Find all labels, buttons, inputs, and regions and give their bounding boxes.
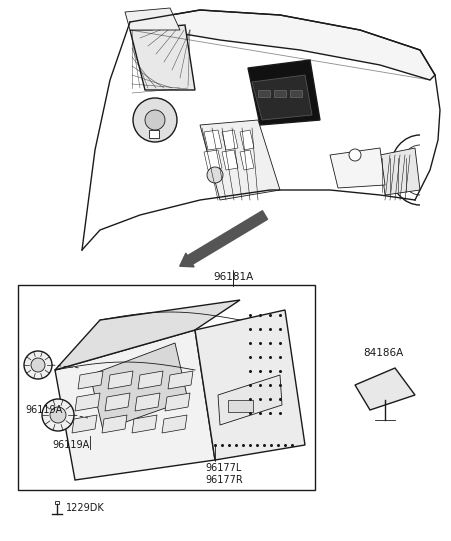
- Polygon shape: [240, 150, 254, 170]
- Polygon shape: [222, 130, 238, 150]
- Polygon shape: [204, 150, 222, 170]
- Polygon shape: [355, 368, 415, 410]
- Polygon shape: [135, 393, 160, 411]
- Polygon shape: [200, 120, 280, 200]
- Polygon shape: [78, 371, 103, 389]
- Polygon shape: [130, 10, 435, 80]
- Polygon shape: [90, 343, 188, 430]
- FancyArrow shape: [179, 210, 267, 267]
- Bar: [228, 400, 253, 412]
- Text: 1229DK: 1229DK: [66, 503, 105, 513]
- Polygon shape: [130, 25, 195, 90]
- Polygon shape: [252, 75, 312, 120]
- Polygon shape: [75, 393, 100, 411]
- Polygon shape: [138, 371, 163, 389]
- Circle shape: [207, 167, 223, 183]
- Text: 84186A: 84186A: [363, 348, 403, 358]
- Polygon shape: [240, 130, 254, 150]
- Circle shape: [24, 351, 52, 379]
- Polygon shape: [195, 310, 305, 460]
- Text: 96177R: 96177R: [205, 475, 243, 485]
- Polygon shape: [125, 8, 180, 30]
- Circle shape: [50, 407, 66, 423]
- Bar: [18, 285, 315, 490]
- Text: 96119A: 96119A: [25, 405, 62, 415]
- Polygon shape: [330, 148, 385, 188]
- Polygon shape: [204, 130, 222, 150]
- Bar: [149, 130, 159, 138]
- Circle shape: [133, 98, 177, 142]
- Circle shape: [42, 399, 74, 431]
- Polygon shape: [248, 60, 320, 125]
- Polygon shape: [105, 393, 130, 411]
- Bar: [274, 90, 286, 97]
- Polygon shape: [162, 415, 187, 433]
- Circle shape: [31, 358, 45, 372]
- Polygon shape: [218, 375, 282, 425]
- Circle shape: [145, 110, 165, 130]
- Polygon shape: [222, 150, 238, 170]
- Polygon shape: [132, 415, 157, 433]
- Polygon shape: [55, 300, 240, 370]
- Text: 96181A: 96181A: [213, 272, 253, 282]
- Text: 96119A: 96119A: [52, 440, 89, 450]
- Polygon shape: [380, 148, 420, 195]
- Polygon shape: [108, 371, 133, 389]
- Bar: [290, 90, 302, 97]
- Polygon shape: [72, 415, 97, 433]
- Bar: [55, 501, 59, 504]
- Polygon shape: [102, 415, 127, 433]
- Circle shape: [349, 149, 361, 161]
- Polygon shape: [55, 330, 215, 480]
- Text: 96177L: 96177L: [205, 463, 241, 473]
- Polygon shape: [165, 393, 190, 411]
- Polygon shape: [168, 371, 193, 389]
- Bar: [258, 90, 270, 97]
